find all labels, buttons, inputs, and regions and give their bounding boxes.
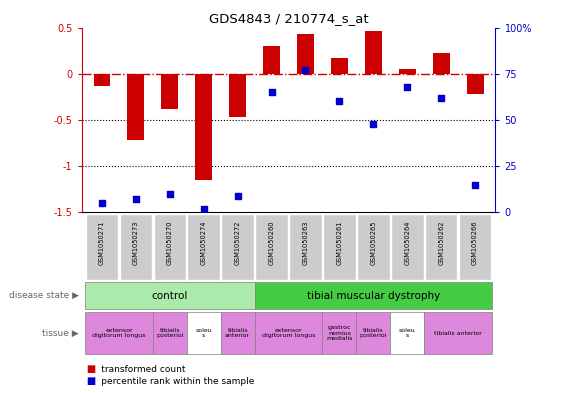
FancyBboxPatch shape (154, 214, 186, 280)
Text: tibialis
posterioi: tibialis posterioi (156, 328, 184, 338)
Text: ■: ■ (86, 376, 95, 386)
Bar (365, 31, 382, 73)
Point (301, 67, 310, 73)
Text: GSM1050270: GSM1050270 (167, 220, 173, 265)
FancyBboxPatch shape (221, 214, 254, 280)
Bar (399, 69, 415, 73)
Bar (162, 73, 178, 109)
FancyBboxPatch shape (119, 214, 152, 280)
FancyBboxPatch shape (86, 214, 118, 280)
FancyBboxPatch shape (391, 214, 423, 280)
FancyBboxPatch shape (356, 312, 390, 354)
Text: GSM1050274: GSM1050274 (201, 220, 207, 265)
Point (233, 193, 242, 199)
Text: ■: ■ (86, 364, 95, 375)
Text: GSM1050262: GSM1050262 (438, 220, 444, 265)
Text: soleu
s: soleu s (195, 328, 212, 338)
Text: tissue ▶: tissue ▶ (42, 329, 79, 338)
Point (267, 89, 276, 95)
Title: GDS4843 / 210774_s_at: GDS4843 / 210774_s_at (209, 12, 368, 25)
Bar (297, 34, 314, 73)
Bar (467, 73, 484, 94)
Text: extensor
digitorum longus: extensor digitorum longus (92, 328, 146, 338)
Point (97, 200, 106, 206)
Point (437, 95, 446, 101)
Point (335, 98, 344, 105)
Text: ■  percentile rank within the sample: ■ percentile rank within the sample (87, 377, 254, 386)
FancyBboxPatch shape (255, 214, 288, 280)
FancyBboxPatch shape (153, 312, 187, 354)
FancyBboxPatch shape (289, 214, 322, 280)
FancyBboxPatch shape (390, 312, 424, 354)
FancyBboxPatch shape (187, 214, 220, 280)
Text: GSM1050273: GSM1050273 (133, 220, 139, 265)
Text: disease state ▶: disease state ▶ (9, 291, 79, 300)
FancyBboxPatch shape (425, 214, 458, 280)
Text: GSM1050265: GSM1050265 (370, 220, 376, 265)
Point (369, 120, 378, 127)
Text: tibial muscular dystrophy: tibial muscular dystrophy (307, 291, 440, 301)
Text: GSM1050272: GSM1050272 (235, 220, 240, 265)
FancyBboxPatch shape (85, 312, 153, 354)
FancyBboxPatch shape (221, 312, 254, 354)
Text: control: control (151, 291, 188, 301)
Text: GSM1050263: GSM1050263 (302, 220, 309, 265)
Text: GSM1050271: GSM1050271 (99, 220, 105, 265)
FancyBboxPatch shape (323, 312, 356, 354)
Bar (331, 58, 348, 73)
Bar (93, 73, 110, 86)
Text: tibialis
posterioi: tibialis posterioi (360, 328, 387, 338)
Point (131, 196, 140, 202)
Text: ■  transformed count: ■ transformed count (87, 365, 186, 374)
Text: tibialis
anterior: tibialis anterior (225, 328, 250, 338)
FancyBboxPatch shape (85, 282, 254, 309)
Text: extensor
digitorum longus: extensor digitorum longus (262, 328, 315, 338)
Bar (433, 53, 450, 73)
Point (166, 191, 175, 197)
Point (403, 83, 412, 90)
Bar (127, 73, 144, 140)
FancyBboxPatch shape (254, 312, 323, 354)
Point (199, 206, 208, 212)
FancyBboxPatch shape (254, 282, 492, 309)
FancyBboxPatch shape (459, 214, 491, 280)
Bar (229, 73, 246, 117)
Point (471, 181, 480, 187)
Text: GSM1050260: GSM1050260 (269, 220, 275, 265)
Text: GSM1050264: GSM1050264 (404, 220, 410, 265)
Bar (195, 73, 212, 180)
FancyBboxPatch shape (424, 312, 492, 354)
FancyBboxPatch shape (357, 214, 390, 280)
Text: gastroc
nemius
medialis: gastroc nemius medialis (326, 325, 352, 342)
Text: tibialis anterior: tibialis anterior (434, 331, 482, 336)
Bar (263, 46, 280, 73)
Text: soleu
s: soleu s (399, 328, 415, 338)
Text: GSM1050266: GSM1050266 (472, 220, 478, 265)
Text: GSM1050261: GSM1050261 (337, 220, 342, 265)
FancyBboxPatch shape (187, 312, 221, 354)
FancyBboxPatch shape (323, 214, 356, 280)
